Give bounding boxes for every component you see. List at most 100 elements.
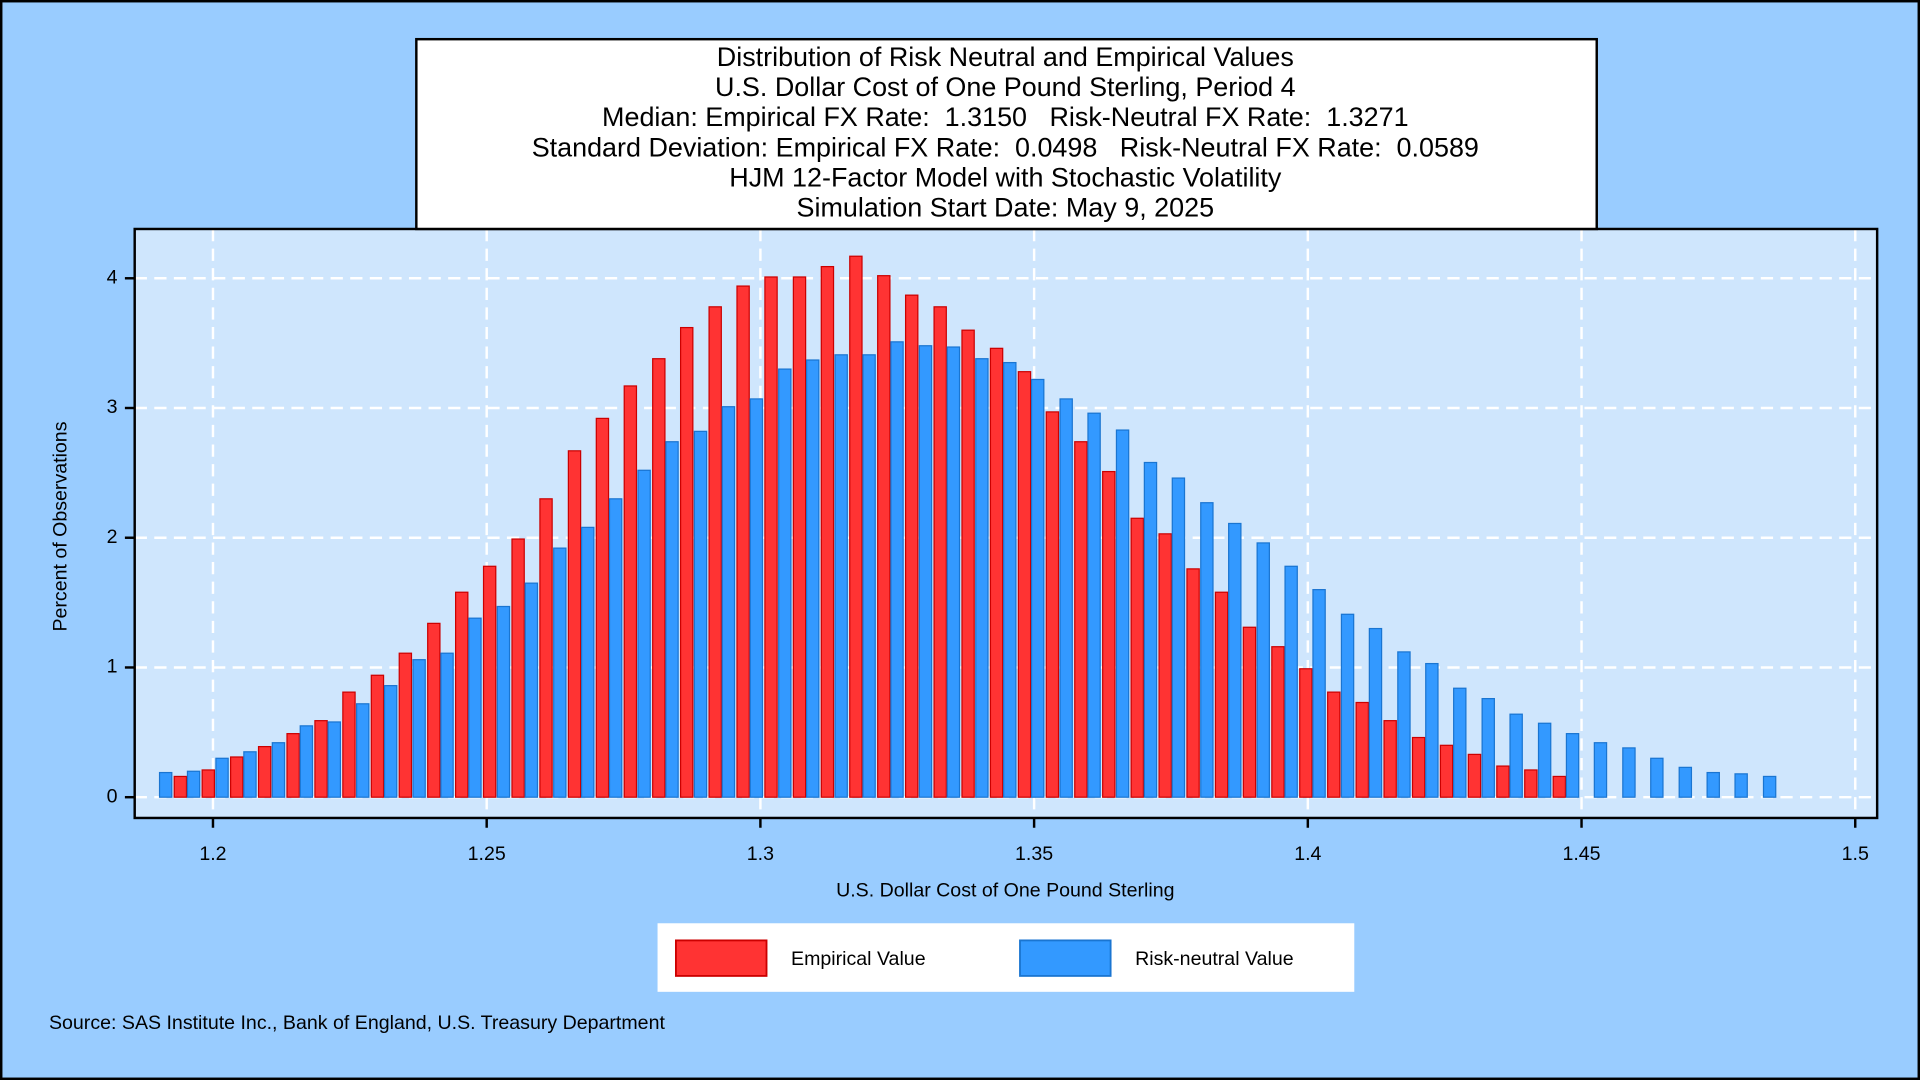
bar xyxy=(1368,627,1383,798)
bar xyxy=(1059,398,1073,798)
bar xyxy=(1284,565,1298,798)
bar xyxy=(1003,361,1017,798)
y-tick-label: 1 xyxy=(107,656,118,678)
bar xyxy=(877,275,891,798)
bar xyxy=(539,498,553,798)
bar xyxy=(215,757,229,798)
bar xyxy=(567,450,582,798)
bar xyxy=(553,547,567,798)
bar xyxy=(1439,744,1454,798)
bar xyxy=(1411,736,1426,798)
x-tick-label: 1.5 xyxy=(1842,843,1869,865)
bar xyxy=(1045,411,1060,798)
bar xyxy=(862,354,876,798)
bar xyxy=(173,775,188,798)
bar xyxy=(580,526,595,798)
bar xyxy=(257,745,272,798)
bar xyxy=(1762,775,1777,798)
bar xyxy=(1552,775,1567,798)
bar xyxy=(1271,646,1285,798)
bar xyxy=(186,770,201,798)
bar xyxy=(370,674,385,798)
x-axis-label: U.S. Dollar Cost of One Pound Sterling xyxy=(836,880,1174,902)
title-block: Distribution of Risk Neutral and Empiric… xyxy=(532,42,1479,223)
bar xyxy=(1256,542,1270,798)
bar xyxy=(1425,662,1439,798)
bar xyxy=(482,565,497,798)
legend-swatch xyxy=(1019,939,1112,977)
chart-title: Distribution of Risk Neutral and Empiric… xyxy=(717,42,1294,72)
bar xyxy=(904,294,919,798)
bar xyxy=(1143,461,1158,798)
bar xyxy=(356,703,370,798)
bar xyxy=(342,691,356,798)
bar xyxy=(1565,733,1580,798)
chart-title: Standard Deviation: Empirical FX Rate: 0… xyxy=(532,132,1479,162)
bar xyxy=(820,265,835,798)
title-box xyxy=(415,37,1598,231)
bar xyxy=(595,417,610,798)
bar xyxy=(496,605,511,798)
legend-swatch xyxy=(675,939,768,977)
bar xyxy=(693,430,708,798)
bar xyxy=(455,591,469,798)
bar xyxy=(1622,747,1636,798)
bar xyxy=(1171,477,1186,798)
y-tick-label: 0 xyxy=(107,785,118,807)
bar xyxy=(778,368,792,798)
legend-label: Empirical Value xyxy=(791,948,926,970)
bar xyxy=(299,725,314,798)
bar xyxy=(1355,701,1369,798)
bar xyxy=(1115,429,1130,798)
bar xyxy=(412,659,426,798)
bar xyxy=(946,346,961,798)
y-axis-label: Percent of Observations xyxy=(49,421,71,631)
bar xyxy=(1706,771,1720,798)
bar xyxy=(201,769,216,798)
bar xyxy=(511,538,525,798)
bar xyxy=(314,720,328,798)
bar xyxy=(792,276,807,798)
bar xyxy=(427,622,441,798)
bar xyxy=(1030,378,1045,798)
bar xyxy=(749,398,764,798)
x-tick-label: 1.3 xyxy=(747,843,774,865)
bar xyxy=(1200,502,1214,798)
bar xyxy=(1074,441,1088,798)
bar xyxy=(1087,412,1101,798)
x-tick-label: 1.45 xyxy=(1562,843,1600,865)
bar xyxy=(1130,517,1144,798)
bar xyxy=(1453,687,1467,798)
bar xyxy=(468,617,482,798)
bar xyxy=(1593,742,1608,798)
chart-title: HJM 12-Factor Model with Stochastic Vola… xyxy=(729,162,1282,192)
bar xyxy=(1678,766,1693,798)
bar xyxy=(398,652,413,798)
bar xyxy=(721,406,736,798)
bar xyxy=(158,771,173,798)
bar xyxy=(243,751,257,798)
bar xyxy=(1524,769,1538,798)
bar xyxy=(383,685,398,798)
bar xyxy=(1312,589,1326,798)
bar xyxy=(1734,773,1748,798)
bar xyxy=(708,306,722,798)
bar xyxy=(933,306,947,798)
bar xyxy=(440,652,454,798)
bar xyxy=(805,359,820,798)
legend-box xyxy=(657,923,1355,992)
bar xyxy=(608,498,623,798)
y-tick-label: 3 xyxy=(107,396,118,418)
x-tick-label: 1.25 xyxy=(468,843,506,865)
bar xyxy=(286,733,300,798)
chart-title: Simulation Start Date: May 9, 2025 xyxy=(797,192,1215,222)
bar xyxy=(1214,591,1229,798)
x-tick-label: 1.35 xyxy=(1015,843,1053,865)
bar xyxy=(961,329,975,798)
x-tick-label: 1.2 xyxy=(199,843,226,865)
bar xyxy=(918,345,933,798)
bar xyxy=(1537,722,1552,798)
bar xyxy=(1017,371,1032,798)
legend-label: Risk-neutral Value xyxy=(1135,948,1294,970)
